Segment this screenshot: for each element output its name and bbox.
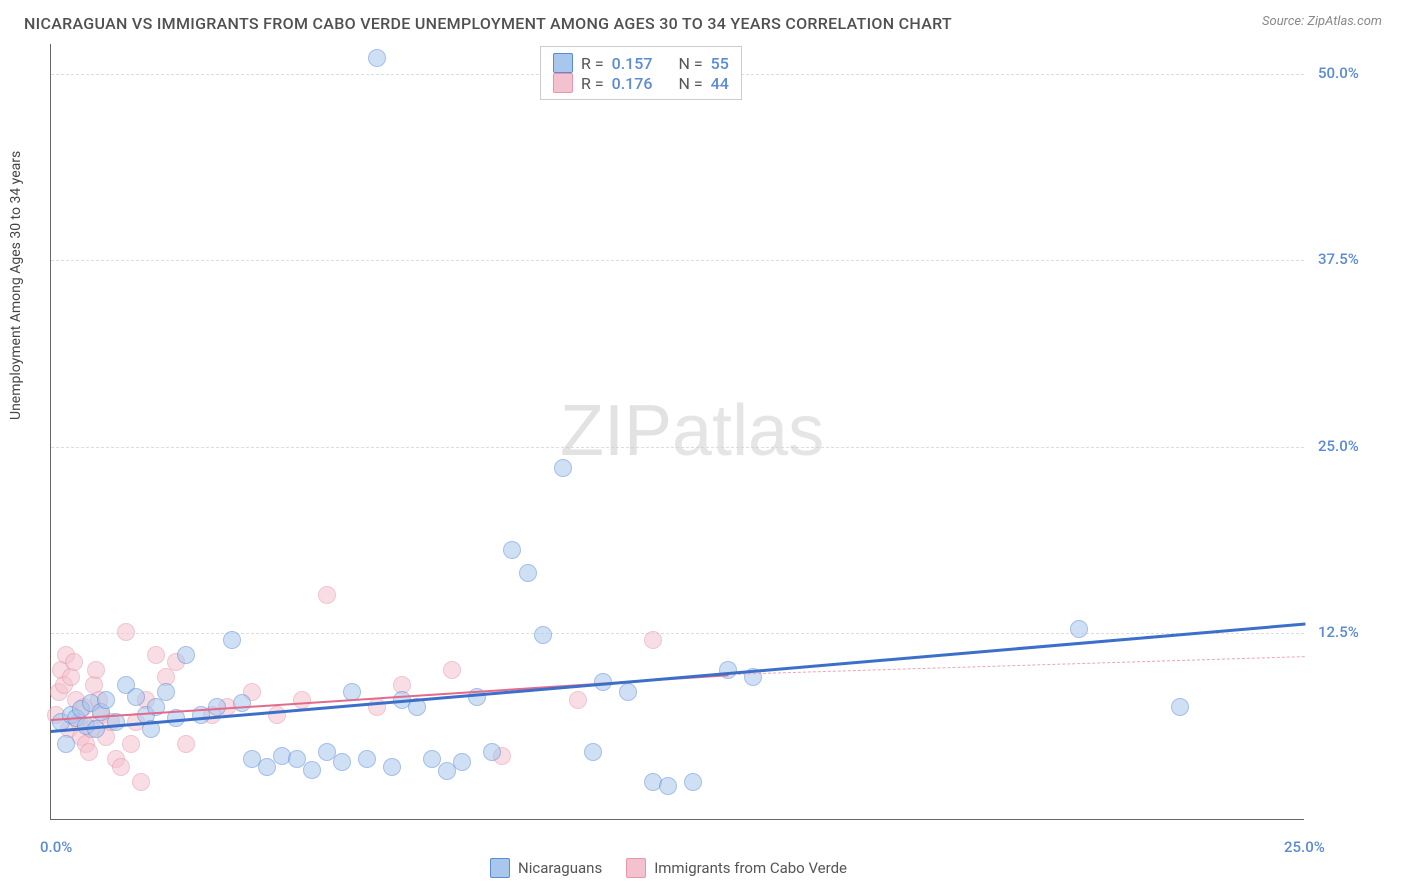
scatter-point <box>97 691 115 709</box>
scatter-point <box>112 758 130 776</box>
scatter-point <box>519 564 537 582</box>
scatter-point <box>57 735 75 753</box>
ytick-label: 12.5% <box>1318 623 1359 641</box>
stats-row: R = 0.157 N = 55 <box>553 53 729 73</box>
scatter-point <box>368 49 386 67</box>
scatter-point <box>147 646 165 664</box>
r-label: R = <box>581 74 604 93</box>
n-label: N = <box>678 74 702 93</box>
r-value: 0.176 <box>612 74 653 93</box>
scatter-point <box>503 541 521 559</box>
xtick-label: 0.0% <box>40 838 72 856</box>
scatter-point <box>569 691 587 709</box>
r-value: 0.157 <box>612 54 653 73</box>
scatter-point <box>80 743 98 761</box>
gridline <box>51 260 1304 261</box>
n-value: 55 <box>711 54 729 73</box>
legend-swatch <box>626 858 646 878</box>
scatter-point <box>87 661 105 679</box>
scatter-point <box>268 706 286 724</box>
source-attribution: Source: ZipAtlas.com <box>1262 14 1382 29</box>
scatter-point <box>453 753 471 771</box>
scatter-point <box>293 691 311 709</box>
legend-item: Immigrants from Cabo Verde <box>626 858 847 878</box>
scatter-point <box>127 688 145 706</box>
legend-swatch <box>553 73 573 93</box>
legend-bottom: Nicaraguans Immigrants from Cabo Verde <box>490 858 847 878</box>
legend-swatch <box>490 858 510 878</box>
plot-area <box>50 44 1304 820</box>
n-value: 44 <box>711 74 729 93</box>
scatter-point <box>177 735 195 753</box>
scatter-point <box>534 626 552 644</box>
n-label: N = <box>678 54 702 73</box>
scatter-point <box>684 773 702 791</box>
legend-label: Nicaraguans <box>518 859 602 877</box>
gridline <box>51 447 1304 448</box>
legend-label: Immigrants from Cabo Verde <box>654 859 847 877</box>
ytick-label: 25.0% <box>1318 437 1359 455</box>
scatter-point <box>65 653 83 671</box>
scatter-point <box>177 646 195 664</box>
stats-row: R = 0.176 N = 44 <box>553 73 729 93</box>
ytick-label: 50.0% <box>1318 64 1359 82</box>
correlation-stats-box: R = 0.157 N = 55 R = 0.176 N = 44 <box>540 46 742 100</box>
legend-item: Nicaraguans <box>490 858 602 878</box>
scatter-point <box>333 753 351 771</box>
scatter-point <box>483 743 501 761</box>
ytick-label: 37.5% <box>1318 250 1359 268</box>
scatter-point <box>659 777 677 795</box>
scatter-point <box>443 661 461 679</box>
legend-swatch <box>553 53 573 73</box>
scatter-point <box>117 623 135 641</box>
scatter-point <box>1171 698 1189 716</box>
scatter-point <box>554 459 572 477</box>
scatter-point <box>644 631 662 649</box>
scatter-point <box>233 694 251 712</box>
scatter-point <box>318 586 336 604</box>
scatter-point <box>132 773 150 791</box>
r-label: R = <box>581 54 604 73</box>
scatter-point <box>223 631 241 649</box>
scatter-point <box>1070 620 1088 638</box>
yaxis-title: Unemployment Among Ages 30 to 34 years <box>8 151 24 420</box>
scatter-point <box>157 683 175 701</box>
xtick-label: 25.0% <box>1284 838 1325 856</box>
scatter-point <box>619 683 637 701</box>
scatter-point <box>358 750 376 768</box>
scatter-point <box>122 735 140 753</box>
scatter-point <box>423 750 441 768</box>
chart-title: NICARAGUAN VS IMMIGRANTS FROM CABO VERDE… <box>24 14 952 33</box>
scatter-point <box>383 758 401 776</box>
scatter-point <box>303 761 321 779</box>
scatter-point <box>584 743 602 761</box>
